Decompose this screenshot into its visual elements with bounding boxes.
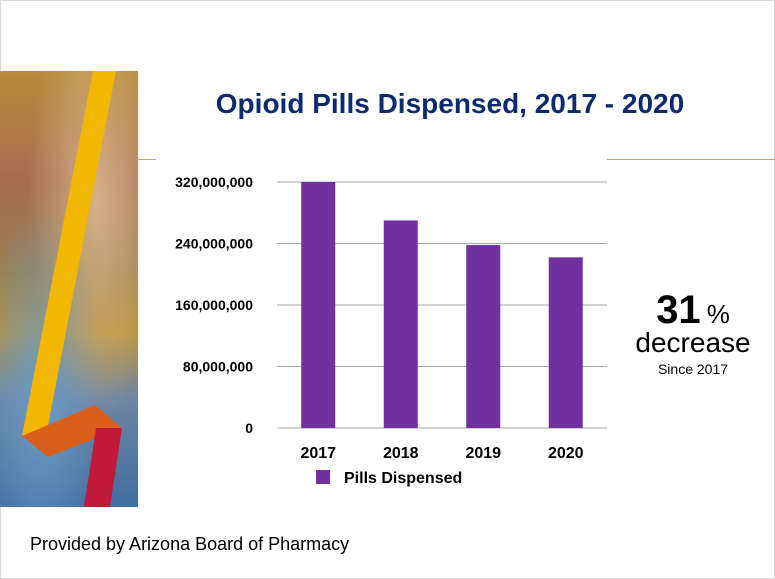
x-tick-labels: 2017 2018 2019 2020 bbox=[300, 445, 583, 462]
title-rule-right bbox=[607, 159, 775, 160]
bar bbox=[548, 257, 583, 428]
slide-border-top bbox=[0, 0, 775, 1]
decrease-unit: % bbox=[706, 299, 730, 329]
y-tick-label: 80,000,000 bbox=[183, 359, 253, 375]
percent-decrease: 31% bbox=[618, 288, 768, 333]
x-tick-label: 2019 bbox=[465, 445, 501, 462]
y-tick-labels: 0 80,000,000 160,000,000 240,000,000 320,000… bbox=[175, 174, 253, 436]
bar bbox=[466, 245, 501, 428]
y-tick-label: 320,000,000 bbox=[175, 174, 253, 190]
x-tick-label: 2018 bbox=[383, 445, 419, 462]
bar bbox=[301, 182, 336, 428]
title-rule-left bbox=[138, 159, 156, 160]
source-credit: Provided by Arizona Board of Pharmacy bbox=[30, 534, 350, 554]
since-label: Since 2017 bbox=[657, 361, 729, 377]
x-tick-label: 2020 bbox=[548, 445, 584, 462]
decorative-abstract-art bbox=[0, 71, 138, 507]
y-tick-label: 0 bbox=[245, 420, 253, 436]
x-tick-label: 2017 bbox=[300, 445, 336, 462]
decrease-callout: 31% decrease Since 2017 bbox=[618, 288, 768, 377]
bars bbox=[301, 182, 583, 428]
decrease-label: decrease bbox=[635, 327, 751, 358]
decrease-number: 31 bbox=[656, 288, 701, 332]
legend-label: Pills Dispensed bbox=[344, 470, 462, 487]
y-tick-label: 240,000,000 bbox=[175, 236, 253, 252]
bar-chart: 0 80,000,000 160,000,000 240,000,000 320,000… bbox=[175, 174, 607, 487]
chart-title: Opioid Pills Dispensed, 2017 - 2020 bbox=[215, 88, 685, 119]
legend: Pills Dispensed bbox=[316, 470, 462, 487]
legend-swatch bbox=[316, 470, 330, 484]
y-tick-label: 160,000,000 bbox=[175, 297, 253, 313]
bar bbox=[383, 220, 418, 428]
